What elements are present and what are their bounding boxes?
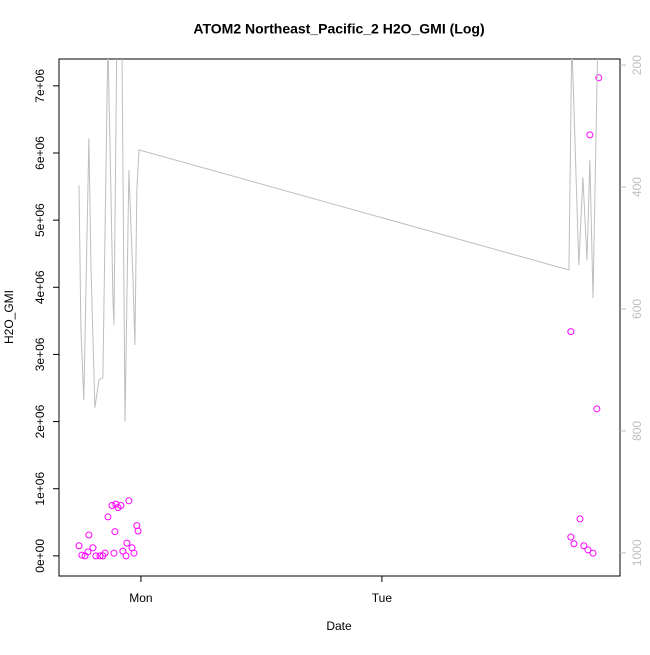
y-tick-label: 4e+06 [33, 270, 47, 304]
point [101, 549, 109, 557]
point [122, 552, 130, 560]
point [584, 546, 592, 554]
x-axis-label: Date [326, 619, 352, 633]
point [104, 513, 112, 521]
y-tick-label: 1e+06 [33, 472, 47, 506]
y-tick-label: 7e+06 [33, 69, 47, 103]
point [125, 497, 133, 505]
point [130, 549, 138, 557]
y-tick-label: 3e+06 [33, 337, 47, 371]
point [111, 528, 119, 536]
plot-area [75, 59, 603, 560]
y2-tick-label: 1000 [630, 539, 644, 566]
point [567, 328, 575, 336]
point [108, 502, 116, 509]
plot-frame [58, 58, 621, 577]
point [134, 527, 142, 535]
point [123, 539, 131, 547]
chart-title: ATOM2 Northeast_Pacific_2 H2O_GMI (Log) [193, 21, 484, 37]
y-tick-label: 6e+06 [33, 136, 47, 170]
point [92, 552, 100, 560]
point [117, 502, 125, 509]
point [85, 531, 93, 539]
y2-tick-label: 400 [630, 177, 644, 197]
point [586, 131, 594, 139]
y2-tick-label: 600 [630, 299, 644, 319]
x-tick-label: Mon [129, 591, 152, 605]
point [580, 542, 588, 550]
point [78, 551, 86, 559]
y-tick-label: 2e+06 [33, 404, 47, 438]
point [567, 533, 575, 541]
y2-tick-label: 200 [630, 55, 644, 75]
point [595, 74, 603, 82]
point [589, 549, 597, 557]
point [84, 548, 92, 556]
y-tick-label: 5e+06 [33, 203, 47, 237]
point [576, 515, 584, 523]
x-tick-label: Tue [372, 591, 393, 605]
point [89, 544, 97, 552]
point [593, 405, 601, 413]
line [78, 59, 598, 422]
point [110, 549, 118, 557]
y-axis-label: H2O_GMI [2, 290, 16, 344]
point [75, 542, 83, 550]
point [570, 540, 578, 548]
point [119, 547, 127, 555]
y2-tick-label: 800 [630, 421, 644, 441]
y-tick-label: 0e+00 [33, 539, 47, 573]
